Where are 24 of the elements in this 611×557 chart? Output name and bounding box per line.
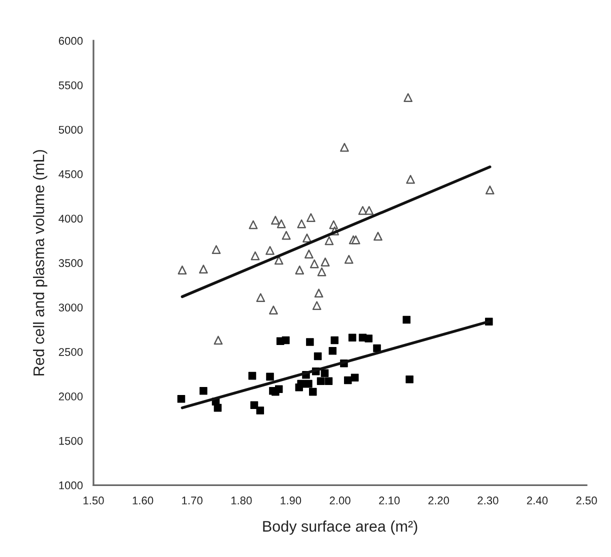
x-tick-label: 2.30 (478, 496, 498, 504)
x-tick-label: 2.00 (330, 496, 350, 504)
y-tick-label: 4500 (58, 170, 83, 178)
x-tick-label: 2.10 (379, 496, 400, 504)
x-axis-title: Body surface area (m²) (263, 520, 418, 535)
y-tick-label: 2500 (58, 348, 83, 356)
x-tick-label: 1.70 (182, 496, 202, 504)
y-tick-label: 5500 (58, 81, 83, 90)
x-tick-label: 2.50 (576, 496, 597, 504)
y-tick-label: 1500 (59, 436, 83, 445)
y-tick-label: 4000 (58, 214, 83, 223)
x-tick-label: 1.90 (280, 496, 302, 504)
y-tick-label: 1000 (59, 481, 83, 490)
y-tick-label: 5000 (58, 126, 83, 134)
x-tick-label: 1.50 (84, 496, 104, 504)
y-tick-label: 3000 (58, 304, 83, 312)
y-tick-label: 6000 (58, 36, 83, 45)
x-tick-label: 2.40 (527, 496, 548, 504)
y-axis-title: Red cell and plasma volume (mL) (33, 150, 48, 376)
y-tick-label: 2000 (58, 392, 83, 400)
x-tick-label: 1.60 (132, 496, 154, 504)
x-tick-label: 2.20 (428, 496, 450, 504)
x-tick-label: 1.80 (231, 496, 252, 504)
y-tick-label: 3500 (58, 259, 83, 268)
